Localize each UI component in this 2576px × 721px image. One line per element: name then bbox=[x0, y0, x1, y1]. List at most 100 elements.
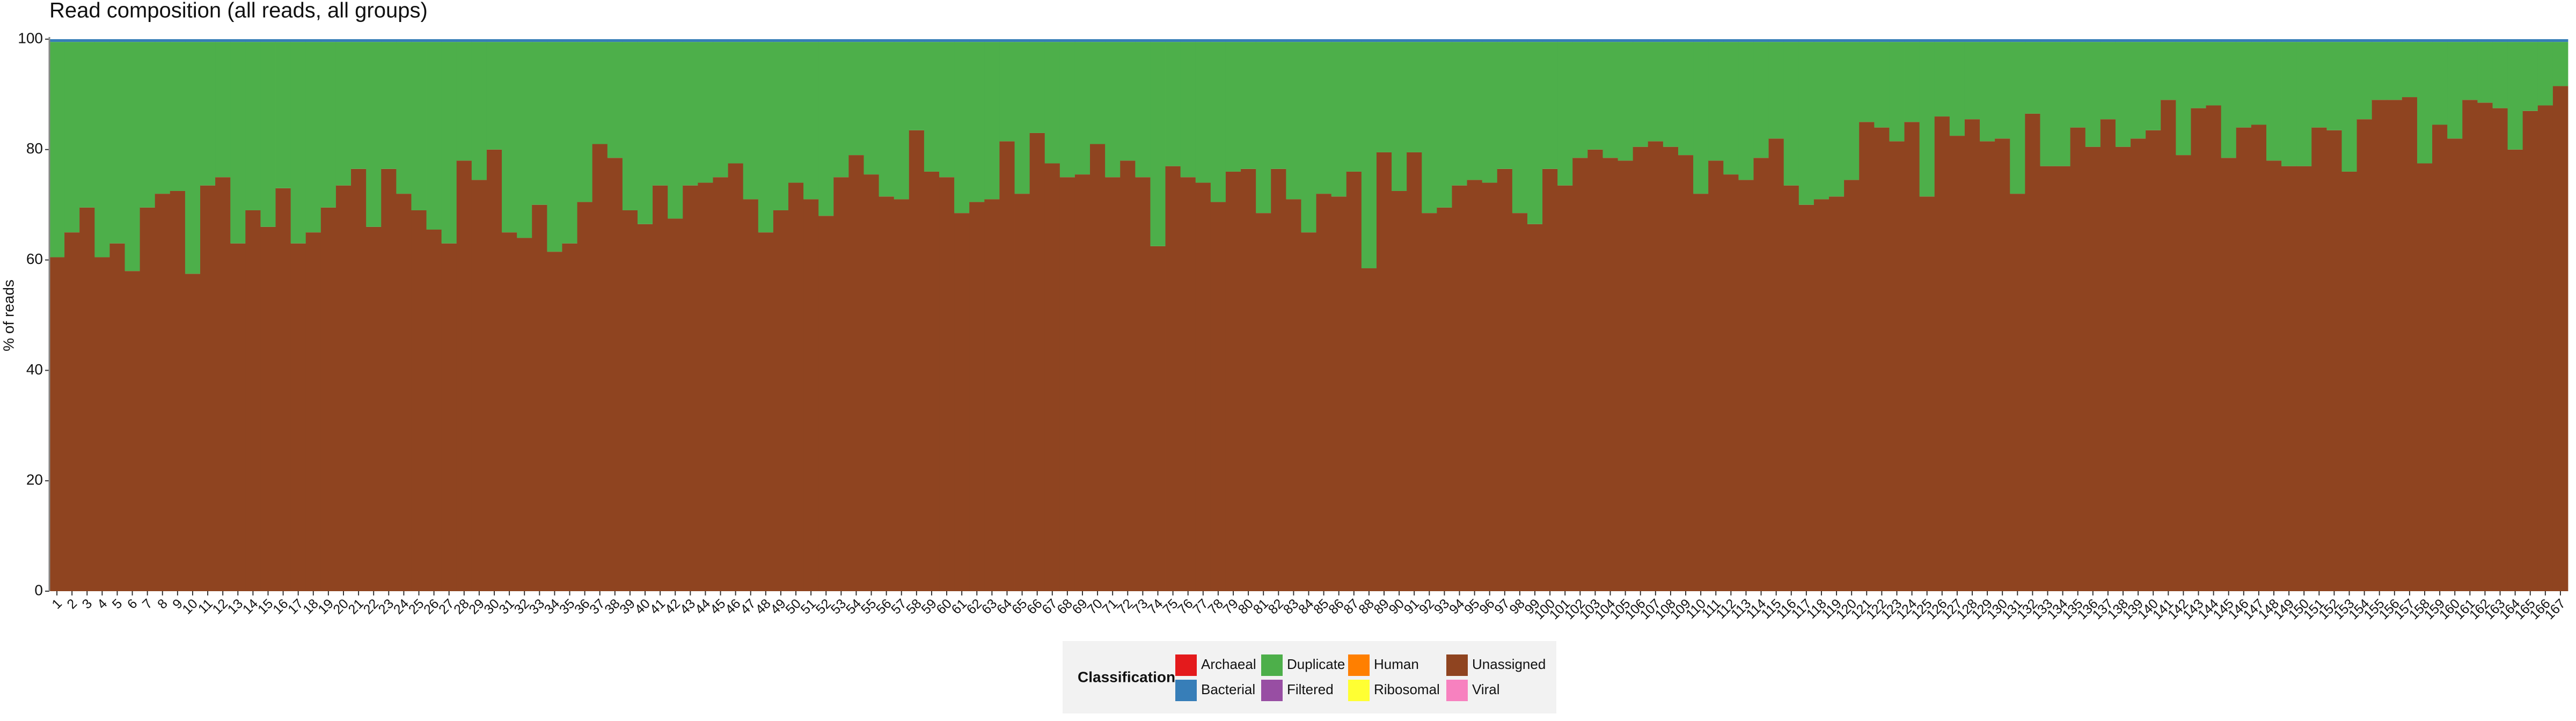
bar-segment bbox=[1813, 199, 1829, 591]
bar-segment bbox=[155, 39, 171, 42]
legend-key bbox=[1446, 654, 1468, 676]
legend-label: Human bbox=[1374, 656, 1419, 672]
bar-segment bbox=[1738, 39, 1754, 42]
bar-segment bbox=[1678, 42, 1694, 156]
bar-segment bbox=[2281, 42, 2297, 166]
bar-segment bbox=[411, 42, 427, 210]
bar-segment bbox=[848, 42, 864, 156]
bar-segment bbox=[64, 42, 80, 233]
bar-segment bbox=[2341, 39, 2357, 42]
x-tick-label: 2 bbox=[64, 596, 80, 612]
bar-segment bbox=[2266, 42, 2282, 161]
bar-segment bbox=[2522, 111, 2538, 591]
bar-segment bbox=[2402, 97, 2418, 592]
bar-segment bbox=[1964, 42, 1980, 120]
bar-segment bbox=[773, 210, 789, 591]
bar-segment bbox=[1572, 39, 1588, 42]
bar-segment bbox=[1376, 152, 1392, 591]
bar-segment bbox=[683, 185, 698, 591]
legend-key bbox=[1175, 680, 1197, 701]
bar-segment bbox=[2176, 39, 2191, 42]
bar-segment bbox=[2522, 42, 2538, 111]
bar-segment bbox=[1407, 42, 1422, 152]
bar-segment bbox=[532, 39, 547, 42]
bar-segment bbox=[2477, 39, 2493, 42]
bar-segment bbox=[1256, 39, 1271, 42]
bar-segment bbox=[1980, 39, 1995, 42]
bar-segment bbox=[2206, 39, 2222, 42]
bar-segment bbox=[2251, 42, 2267, 125]
bar-segment bbox=[1964, 119, 1980, 591]
bar-segment bbox=[1829, 39, 1845, 42]
bar-segment bbox=[1904, 42, 1920, 122]
bar-segment bbox=[170, 190, 186, 592]
bar-segment bbox=[653, 185, 668, 591]
bar-segment bbox=[1331, 42, 1347, 197]
bar-segment bbox=[1437, 42, 1452, 208]
legend-key bbox=[1175, 654, 1197, 676]
bar-segment bbox=[607, 39, 623, 42]
bar-segment bbox=[803, 39, 819, 42]
bar-segment bbox=[1527, 42, 1543, 224]
bar-segment bbox=[1859, 122, 1875, 592]
bar-segment bbox=[2296, 166, 2312, 591]
y-tick-label: 100 bbox=[18, 30, 43, 46]
bar-segment bbox=[653, 39, 668, 42]
bar-segment bbox=[1044, 163, 1060, 591]
bar-segment bbox=[2387, 42, 2403, 100]
bar-segment bbox=[562, 243, 577, 592]
bar-segment bbox=[1195, 182, 1211, 591]
bar-segment bbox=[924, 42, 940, 172]
bar-segment bbox=[1572, 158, 1588, 591]
bar-segment bbox=[1120, 39, 1136, 42]
bar-segment bbox=[1407, 152, 1422, 591]
x-tick-label: 4 bbox=[94, 596, 111, 612]
bar-segment bbox=[1180, 42, 1196, 178]
bar-segment bbox=[758, 42, 774, 233]
bar-segment bbox=[1934, 116, 1950, 591]
bar-segment bbox=[2372, 100, 2388, 591]
bar-segment bbox=[1663, 42, 1679, 147]
bar-segment bbox=[984, 42, 1000, 200]
bar-segment bbox=[1376, 39, 1392, 42]
bar-segment bbox=[486, 39, 502, 42]
bar-segment bbox=[1361, 42, 1377, 269]
bar-segment bbox=[1029, 42, 1045, 133]
bar-segment bbox=[1225, 42, 1241, 172]
bar-segment bbox=[622, 42, 638, 210]
bar-segment bbox=[2191, 108, 2206, 591]
bar-segment bbox=[366, 39, 382, 42]
y-tick-label: 40 bbox=[26, 361, 43, 378]
bar-segment bbox=[2357, 39, 2373, 42]
bar-segment bbox=[1919, 42, 1935, 197]
bar-segment bbox=[155, 194, 171, 591]
bar-segment bbox=[2462, 42, 2478, 100]
bar-segment bbox=[728, 163, 744, 591]
bar-segment bbox=[1995, 42, 2010, 139]
bar-segment bbox=[2070, 42, 2086, 128]
bar-segment bbox=[2462, 39, 2478, 42]
bar-segment bbox=[1346, 171, 1362, 592]
bar-segment bbox=[396, 194, 412, 591]
bar-segment bbox=[1768, 138, 1784, 592]
bar-segment bbox=[2552, 39, 2568, 42]
bar-segment bbox=[94, 42, 110, 258]
bar-segment bbox=[1210, 39, 1226, 42]
bar-segment bbox=[245, 42, 261, 210]
bar-segment bbox=[939, 42, 955, 178]
bar-segment bbox=[683, 39, 698, 42]
bar-segment bbox=[863, 42, 879, 175]
bar-segment bbox=[396, 39, 412, 42]
bar-segment bbox=[2221, 39, 2237, 42]
bar-segment bbox=[1753, 42, 1769, 158]
bar-segment bbox=[803, 199, 819, 591]
bar-segment bbox=[1889, 39, 1905, 42]
bar-segment bbox=[2417, 42, 2433, 164]
bar-segment bbox=[275, 188, 291, 592]
bar-segment bbox=[999, 39, 1015, 42]
bar-segment bbox=[1934, 42, 1950, 117]
bar-segment bbox=[1859, 42, 1875, 122]
bar-segment bbox=[1497, 39, 1513, 42]
bar-segment bbox=[2161, 42, 2176, 100]
bar-segment bbox=[1723, 42, 1739, 175]
